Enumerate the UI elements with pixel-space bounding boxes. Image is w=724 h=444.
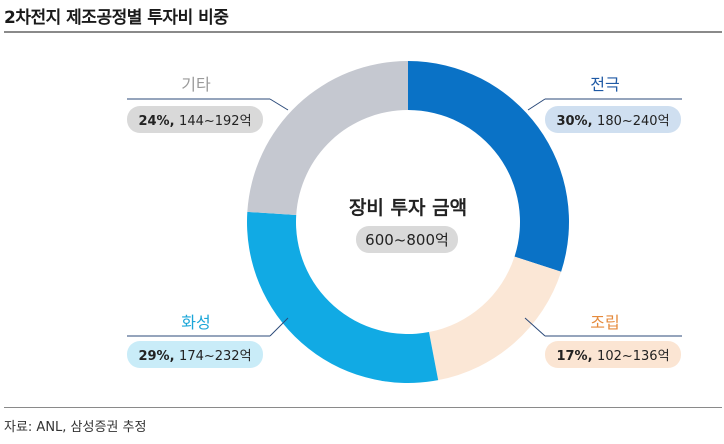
- slice-label-조립: 조립: [590, 313, 619, 332]
- value-label-조립: 17%, 102~136억: [556, 349, 669, 364]
- slice-전극: [408, 61, 569, 272]
- value-pill-전극: [545, 106, 681, 133]
- center-value: 600~800억: [365, 231, 449, 249]
- leader-line-기타: [269, 98, 289, 111]
- value-pill-화성: [127, 341, 263, 368]
- leader-line-전극: [527, 98, 546, 111]
- leader-line-조립: [524, 317, 546, 337]
- slice-label-전극: 전극: [590, 75, 619, 94]
- value-label-전극: 30%, 180~240억: [556, 114, 669, 129]
- slice-label-화성: 화성: [181, 313, 210, 332]
- value-pill-조립: [545, 341, 681, 368]
- value-pill-기타: [127, 106, 263, 133]
- center-value-pill: [356, 226, 458, 253]
- value-label-화성: 29%, 174~232억: [138, 349, 251, 364]
- slice-기타: [247, 61, 408, 215]
- slice-조립: [428, 256, 562, 381]
- source-note: 자료: ANL, 삼성증권 추정: [4, 420, 147, 435]
- title-divider: [4, 31, 722, 33]
- value-label-기타: 24%, 144~192억: [138, 114, 251, 129]
- center-label: 장비 투자 금액: [349, 197, 467, 219]
- footer-divider: [4, 407, 722, 408]
- leader-line-화성: [269, 317, 289, 337]
- slice-화성: [246, 211, 439, 383]
- chart-title: 2차전지 제조공정별 투자비 비중: [4, 8, 229, 28]
- slice-label-기타: 기타: [181, 75, 211, 94]
